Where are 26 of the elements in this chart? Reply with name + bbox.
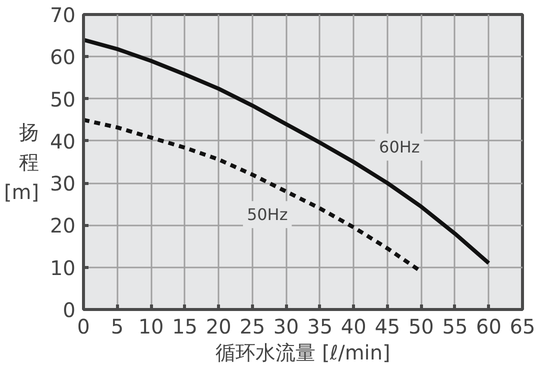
y-axis-title: 扬程 [m] (4, 120, 40, 204)
y-tick-label: 20 (50, 214, 76, 238)
x-tick-label: 45 (374, 314, 400, 338)
x-tick-label: 35 (307, 314, 333, 338)
x-tick-label: 40 (340, 314, 366, 338)
y-tick-label: 50 (50, 87, 76, 112)
x-tick-label: 30 (273, 314, 299, 338)
x-tick-label: 15 (172, 314, 198, 338)
series-label: 60Hz (379, 138, 420, 157)
y-tick-label: 0 (62, 298, 76, 322)
line-series (84, 38, 491, 266)
y-tick-label: 30 (50, 172, 76, 196)
y-tick-label: 70 (50, 3, 76, 27)
y-tick-label: 60 (50, 45, 76, 70)
x-tick-label: 25 (240, 314, 266, 338)
x-axis-title: 循环水流量 [ℓ/min] (216, 340, 390, 364)
x-tick-label: 65 (510, 314, 536, 338)
x-tick-label: 60 (476, 314, 502, 338)
x-tick-label: 55 (442, 314, 468, 338)
y-tick-label: 40 (50, 129, 76, 154)
x-tick-label: 20 (206, 314, 232, 338)
y-tick-label: 10 (50, 256, 76, 280)
x-tick-label: 10 (138, 314, 164, 338)
x-tick-label: 50 (408, 314, 434, 338)
series-label: 50Hz (246, 205, 288, 224)
x-tick-label: 5 (110, 314, 124, 338)
